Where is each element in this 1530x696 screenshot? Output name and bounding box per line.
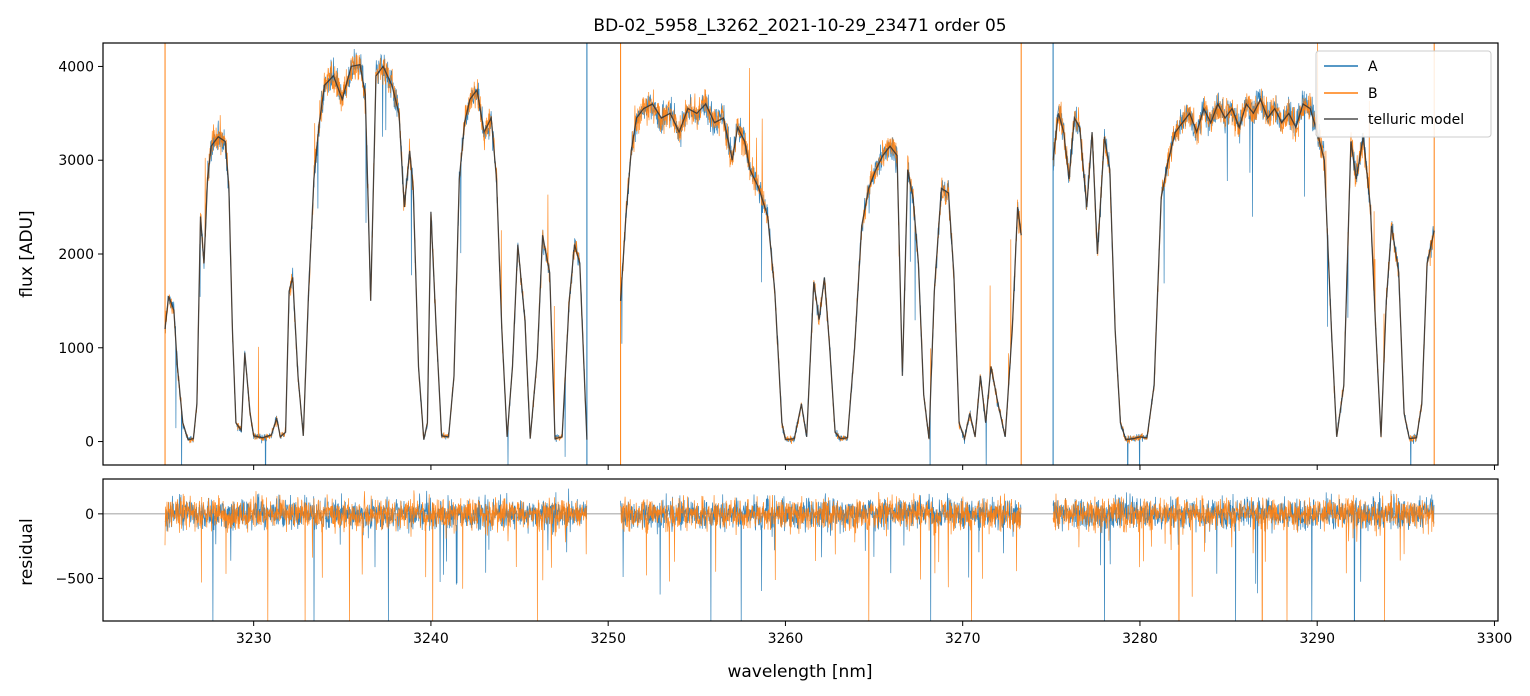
x-tick-label: 3230 bbox=[236, 631, 272, 647]
flux-y-axis-label: flux [ADU] bbox=[17, 210, 37, 297]
x-tick-label: 3270 bbox=[945, 631, 981, 647]
telluric-model-line-segment-1 bbox=[164, 63, 588, 441]
chart-title: BD-02_5958_L3262_2021-10-29_23471 order … bbox=[593, 16, 1006, 36]
residual-y-tick-label: −500 bbox=[56, 571, 94, 587]
residual-series-b-segment-2 bbox=[620, 492, 1022, 621]
residual-x-axis: 3230 3240 3250 3260 3270 3280 3290 3300 bbox=[236, 621, 1512, 647]
residual-series-b-segment-1 bbox=[164, 490, 588, 621]
residual-y-tick-label: 0 bbox=[85, 507, 94, 523]
residual-panel: 0 −500 3230 3240 3250 3260 3270 3280 3290 3300 r… bbox=[17, 478, 1512, 682]
x-tick-label: 3250 bbox=[590, 631, 626, 647]
legend-label-a: A bbox=[1368, 59, 1378, 75]
flux-y-tick-label: 2000 bbox=[58, 247, 94, 263]
x-tick-label: 3260 bbox=[768, 631, 804, 647]
legend-box bbox=[1315, 50, 1492, 138]
x-tick-label: 3290 bbox=[1299, 631, 1335, 647]
flux-y-tick-label: 4000 bbox=[58, 59, 94, 75]
flux-x-ticks bbox=[253, 465, 1495, 470]
flux-y-axis: 0 1000 2000 3000 4000 bbox=[58, 59, 103, 451]
flux-y-tick-label: 3000 bbox=[58, 153, 94, 169]
residual-series-b-segment-3 bbox=[1052, 490, 1435, 621]
flux-y-tick-label: 0 bbox=[85, 435, 94, 451]
x-tick-label: 3280 bbox=[1122, 631, 1158, 647]
legend: A B telluric model bbox=[1315, 50, 1492, 138]
residual-y-axis-label: residual bbox=[17, 518, 37, 585]
residual-panel-frame bbox=[102, 478, 1499, 622]
flux-panel: 0 1000 2000 3000 4000 flux [ADU] A B telluri… bbox=[17, 42, 1499, 470]
legend-label-b: B bbox=[1368, 86, 1378, 102]
x-tick-label: 3240 bbox=[413, 631, 449, 647]
residual-y-axis: 0 −500 bbox=[56, 507, 103, 587]
legend-label-model: telluric model bbox=[1368, 112, 1464, 128]
x-axis-label: wavelength [nm] bbox=[727, 662, 872, 682]
telluric-model-line-segment-2 bbox=[619, 102, 1022, 442]
flux-y-tick-label: 1000 bbox=[58, 341, 94, 357]
x-tick-label: 3300 bbox=[1477, 631, 1513, 647]
residual-plot-area bbox=[103, 488, 1498, 621]
telluric-model-line-segment-3 bbox=[1052, 97, 1435, 441]
